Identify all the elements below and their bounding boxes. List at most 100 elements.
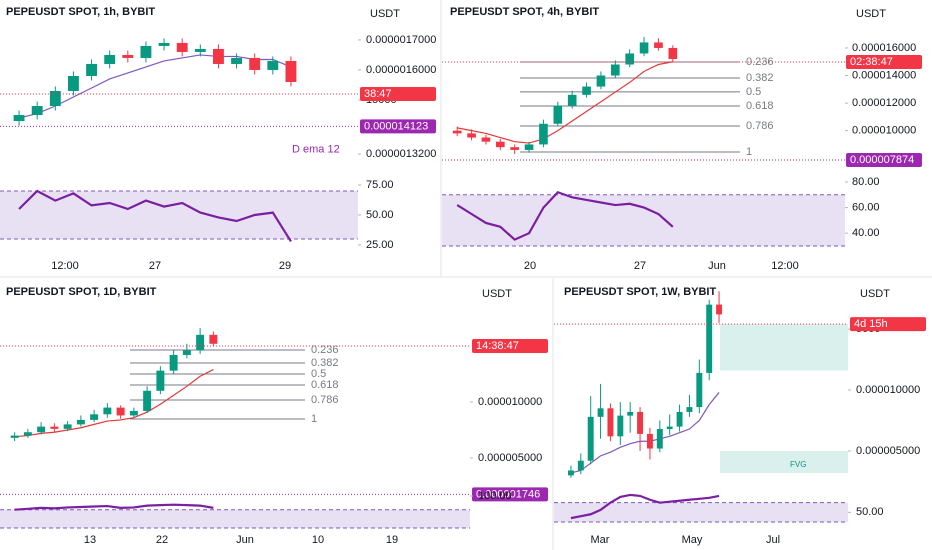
x-tick-label: 10 — [312, 534, 324, 546]
axis-unit: USDT — [482, 288, 512, 300]
y-tick-label: 0.000010000 — [856, 384, 920, 396]
y-tick-label: 0.000014000 — [852, 69, 916, 81]
price-badge — [846, 152, 922, 167]
y-tick-label: 0.000005000 — [856, 445, 920, 457]
fib-label: 0.786 — [311, 394, 339, 406]
candle-body — [50, 426, 59, 429]
y-tick-label: 0.000010000 — [478, 396, 542, 408]
zone — [720, 450, 848, 473]
candle-body — [103, 407, 112, 415]
price-badge — [360, 119, 436, 134]
x-tick-label: 27 — [634, 260, 646, 272]
x-tick-label: 20 — [524, 260, 536, 272]
candle-body — [158, 42, 170, 46]
candle-body — [676, 411, 683, 427]
price-badge — [846, 55, 922, 70]
candle-body — [37, 426, 46, 433]
fib-label: 0.5 — [746, 86, 761, 98]
y-tick-label: 0.000016000 — [852, 42, 916, 54]
fib-label: 0.618 — [311, 379, 339, 391]
candle-body — [496, 141, 505, 148]
x-tick-label: 13 — [84, 534, 96, 546]
x-tick-label: 29 — [279, 260, 291, 272]
candle-body — [656, 429, 663, 449]
axis-unit: USDT — [856, 8, 886, 20]
price-badge — [850, 317, 926, 332]
y-tick-label: 0.0000017000 — [366, 34, 436, 46]
candle-body — [607, 408, 614, 437]
candle-body — [646, 433, 653, 449]
annotation: D ema 12 — [292, 143, 340, 155]
ema-line — [457, 61, 673, 144]
axis-unit: USDT — [370, 8, 400, 20]
rsi-band — [0, 191, 358, 239]
x-tick-label: 12:00 — [771, 260, 799, 272]
rsi-tick-label: 60.00 — [852, 202, 880, 214]
zone — [720, 324, 848, 371]
candle-body — [706, 304, 713, 373]
x-tick-label: 22 — [156, 534, 168, 546]
rsi-band — [442, 194, 845, 246]
candle-body — [524, 144, 534, 150]
candle-body — [625, 53, 634, 65]
y-tick-label: 0.000012000 — [852, 97, 916, 109]
axis-unit: USDT — [860, 288, 890, 300]
candle-body — [597, 408, 604, 417]
fib-label: 1 — [311, 413, 317, 425]
candle-body — [553, 105, 563, 124]
candle-body — [194, 48, 206, 52]
price-badge-label: 38:47 — [364, 88, 392, 100]
candle-body — [13, 115, 25, 122]
fib-label: 0.236 — [311, 344, 339, 356]
x-tick-label: 19 — [386, 534, 398, 546]
candle-body — [169, 354, 178, 371]
chart-title: PEPEUSDT SPOT, 4h, BYBIT — [450, 6, 599, 18]
candle-body — [122, 54, 134, 58]
candle-body — [582, 86, 591, 95]
candle-body — [639, 42, 649, 54]
fib-label: 0.786 — [746, 120, 774, 132]
x-tick-label: 27 — [149, 260, 161, 272]
price-badge — [472, 487, 548, 502]
price-badge-label: 0.000007874 — [850, 154, 914, 166]
candle-body — [686, 407, 693, 412]
fib-label: 1 — [746, 146, 752, 158]
candle-body — [267, 60, 279, 70]
candle-body — [611, 64, 620, 76]
candle-body — [654, 42, 663, 48]
candle-body — [49, 90, 61, 107]
price-badge-label: 02:38:47 — [850, 56, 893, 68]
candle-body — [567, 94, 577, 106]
candle-body — [196, 334, 205, 351]
candle-body — [86, 63, 97, 76]
x-tick-label: Jun — [236, 534, 254, 546]
candle-body — [213, 48, 224, 64]
candle-body — [63, 424, 72, 429]
fib-label: 0.382 — [746, 72, 774, 84]
candle-body — [23, 432, 32, 436]
candle-body — [209, 334, 218, 344]
rsi-tick-label: 25.00 — [366, 239, 394, 251]
ema-line — [14, 368, 214, 438]
price-badge-label: 4d 15h — [854, 318, 888, 330]
zone-label: FVG — [790, 460, 806, 469]
rsi-line — [18, 189, 292, 242]
y-tick-label: 0.0000016000 — [366, 64, 436, 76]
candle-body — [143, 390, 152, 411]
candle-body — [182, 350, 191, 355]
rsi-tick-label: 80.00 — [852, 176, 880, 188]
ema-line — [18, 54, 292, 119]
fib-label: 0.236 — [746, 56, 774, 68]
ema-line — [570, 392, 720, 474]
x-tick-label: Mar — [591, 534, 610, 546]
candle-body — [539, 123, 548, 145]
price-badge-label: 14:38:47 — [476, 340, 519, 352]
candle-body — [31, 106, 43, 116]
candle-body — [481, 137, 491, 142]
price-badge-label: 0.000001746 — [476, 488, 540, 500]
candle-body — [116, 407, 125, 416]
rsi-band — [554, 502, 848, 522]
rsi-line — [14, 503, 214, 511]
candle-body — [668, 47, 678, 59]
